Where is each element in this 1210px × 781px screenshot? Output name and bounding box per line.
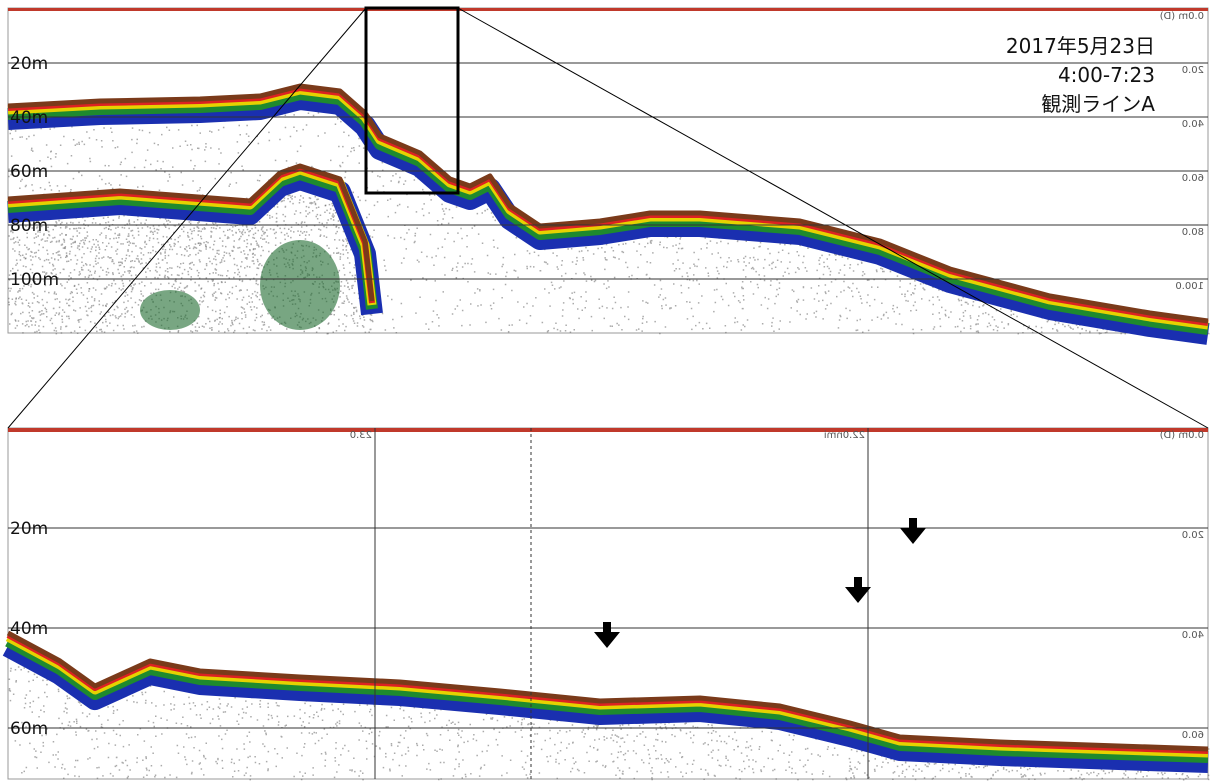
range-label: 60.0: [1182, 173, 1204, 184]
range-label: 40.0: [1182, 630, 1204, 641]
range-label: 0.0m (D): [1160, 11, 1204, 22]
range-label: 100.0: [1175, 281, 1204, 292]
range-label: 20.0: [1182, 65, 1204, 76]
annotation: 観測ラインA: [1041, 92, 1155, 116]
depth-label: 20m: [10, 54, 48, 74]
annotation: 2017年5月23日: [1006, 34, 1155, 58]
range-label: 80.0: [1182, 227, 1204, 238]
depth-label: 60m: [10, 162, 48, 182]
echo-school: [140, 290, 200, 330]
range-label: 40.0: [1182, 119, 1204, 130]
depth-label: 100m: [10, 270, 59, 290]
echogram-figure: 20m 40m 60m 80m 100m 0.0m (D) 20.0 40.0 60.0 80.0…: [0, 0, 1210, 781]
depth-label: 40m: [10, 108, 48, 128]
distance-label: 22.0nmi: [824, 430, 865, 441]
depth-label: 80m: [10, 216, 48, 236]
range-label: 20.0: [1182, 530, 1204, 541]
surface-echo: [8, 8, 1208, 11]
distance-label: 23.0: [350, 430, 372, 441]
range-label: 60.0: [1182, 730, 1204, 741]
echo-school: [260, 240, 340, 330]
depth-label: 20m: [10, 519, 48, 539]
range-label: 0.0m (D): [1160, 430, 1204, 441]
surface-echo: [8, 428, 1208, 432]
depth-label: 40m: [10, 619, 48, 639]
depth-label: 60m: [10, 719, 48, 739]
annotation: 4:00-7:23: [1058, 63, 1155, 87]
